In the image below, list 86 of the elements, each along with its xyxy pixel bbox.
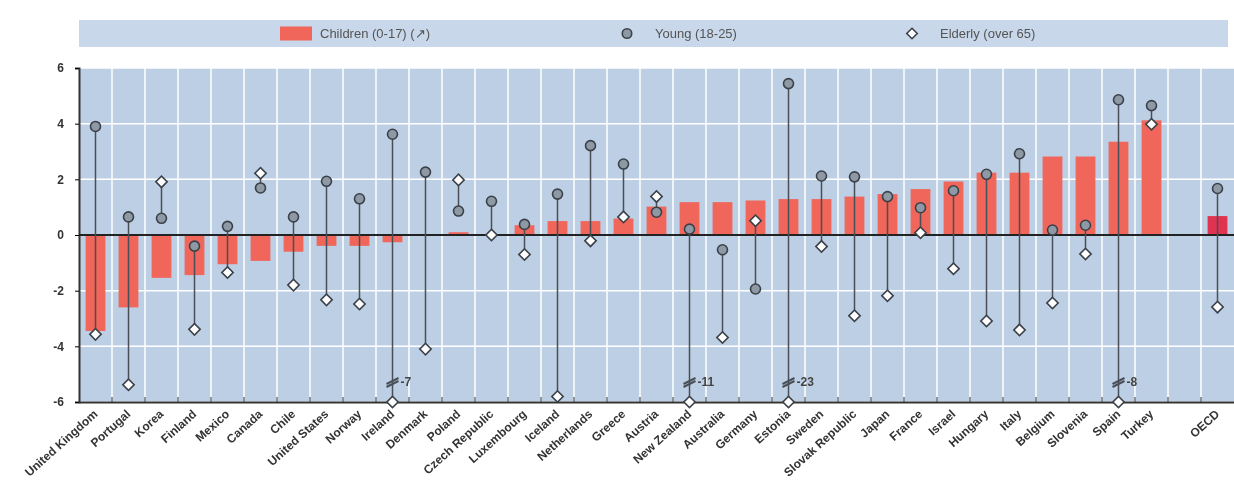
point <box>881 190 894 203</box>
point <box>650 206 663 218</box>
annotation: -8 <box>1126 375 1138 389</box>
point <box>89 120 102 133</box>
point <box>353 193 366 205</box>
point <box>320 175 333 188</box>
point <box>815 239 828 253</box>
bar <box>1108 141 1129 235</box>
point <box>683 223 696 235</box>
y-tick-label: -4 <box>53 339 65 354</box>
point <box>1145 117 1158 131</box>
y-tick-label: 2 <box>57 172 65 187</box>
point <box>353 297 366 311</box>
annotation: -23 <box>796 375 815 389</box>
point <box>848 309 861 323</box>
y-tick-label: -2 <box>53 284 65 299</box>
point <box>287 211 300 223</box>
point <box>254 182 267 194</box>
bar <box>1075 156 1096 235</box>
point <box>947 262 960 276</box>
point <box>254 166 267 180</box>
point <box>914 226 927 240</box>
point <box>485 195 498 208</box>
point <box>782 395 795 409</box>
point <box>188 322 201 336</box>
point <box>1046 296 1059 310</box>
point <box>683 395 696 409</box>
point <box>551 389 564 403</box>
point <box>1211 300 1224 314</box>
y-tick-label: -6 <box>53 395 65 410</box>
point <box>386 128 399 141</box>
y-tick-label: 4 <box>57 117 65 132</box>
bar <box>151 235 172 278</box>
point <box>155 175 168 189</box>
legend-label: Children (0-17) (↗) <box>320 26 430 41</box>
point <box>716 330 729 344</box>
point <box>1079 219 1092 232</box>
point <box>749 283 762 295</box>
point <box>584 139 597 152</box>
point <box>1145 99 1158 112</box>
annotation: -7 <box>400 375 412 389</box>
point <box>221 220 234 233</box>
point <box>452 173 465 187</box>
point <box>980 168 993 181</box>
legend-label: Young (18-25) <box>655 26 737 41</box>
point <box>320 293 333 307</box>
point <box>122 378 135 392</box>
point <box>650 190 663 204</box>
bar <box>712 202 733 235</box>
point <box>89 327 102 341</box>
point <box>419 166 432 178</box>
y-tick-label: 0 <box>57 228 65 243</box>
point <box>980 314 993 328</box>
point <box>617 210 630 224</box>
bar <box>1141 120 1162 235</box>
point <box>1013 147 1026 160</box>
point <box>122 211 135 223</box>
point <box>1013 323 1026 337</box>
point <box>155 212 168 225</box>
point <box>485 228 498 242</box>
bar <box>250 235 271 261</box>
point <box>386 395 399 409</box>
point <box>1079 247 1092 261</box>
point <box>584 234 597 248</box>
annotation: -11 <box>697 375 715 389</box>
point <box>452 205 465 217</box>
point <box>947 184 960 197</box>
point <box>1112 93 1125 106</box>
point <box>518 218 531 231</box>
point <box>782 77 795 90</box>
legend-label: Elderly (over 65) <box>940 26 1036 41</box>
point <box>518 248 531 261</box>
point <box>617 158 630 170</box>
point <box>1046 224 1059 236</box>
point <box>848 171 861 183</box>
point <box>551 188 564 200</box>
point <box>188 240 201 252</box>
point <box>221 266 234 280</box>
point <box>287 278 300 292</box>
y-tick-label: 6 <box>57 61 65 76</box>
point <box>1211 182 1224 195</box>
point <box>815 170 828 182</box>
point <box>1112 395 1125 409</box>
point <box>881 289 894 303</box>
point <box>419 342 432 356</box>
point <box>716 243 729 256</box>
